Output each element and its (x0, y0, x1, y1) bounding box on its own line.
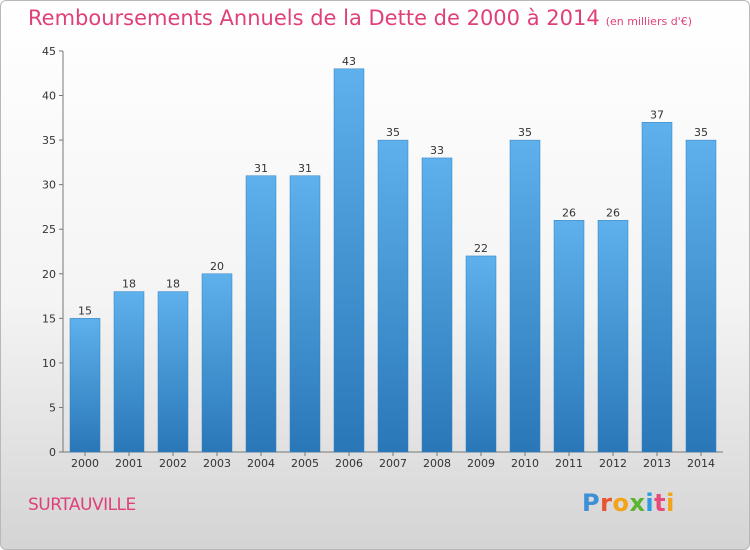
data-label: 31 (254, 162, 268, 175)
bar (245, 175, 277, 453)
data-label: 35 (518, 126, 532, 139)
x-tick-label: 2010 (511, 457, 539, 470)
x-tick-label: 2011 (555, 457, 583, 470)
bar (509, 139, 541, 453)
bar (201, 273, 233, 453)
logo-letter: o (612, 489, 630, 517)
commune-name: SURTAUVILLE (28, 495, 136, 515)
x-tick-label: 2008 (423, 457, 451, 470)
logo-letter: x (629, 489, 646, 517)
logo-letter: i (666, 489, 675, 517)
data-label: 35 (386, 126, 400, 139)
data-label: 33 (430, 144, 444, 157)
data-label: 22 (474, 242, 488, 255)
x-tick-label: 2013 (643, 457, 671, 470)
logo-letter: P (582, 489, 601, 517)
bar (157, 291, 189, 453)
chart-title-text: Remboursements Annuels de la Dette de 20… (28, 6, 600, 30)
chart-title: Remboursements Annuels de la Dette de 20… (28, 6, 692, 30)
data-label: 35 (694, 126, 708, 139)
bar (641, 122, 673, 453)
bar (333, 68, 365, 453)
bar (113, 291, 145, 453)
x-tick-label: 2002 (159, 457, 187, 470)
data-label: 26 (562, 206, 576, 219)
y-tick-label: 10 (42, 357, 56, 370)
bar (69, 318, 101, 453)
data-label: 18 (122, 278, 136, 291)
data-label: 18 (166, 278, 180, 291)
bar (421, 157, 453, 453)
data-label: 31 (298, 162, 312, 175)
bar (685, 139, 717, 453)
x-tick-label: 2005 (291, 457, 319, 470)
data-label: 26 (606, 206, 620, 219)
bar (377, 139, 409, 453)
x-tick-label: 2009 (467, 457, 495, 470)
bar (597, 220, 629, 453)
bar (553, 220, 585, 453)
y-tick-label: 5 (49, 401, 56, 414)
x-tick-label: 2003 (203, 457, 231, 470)
y-tick-label: 30 (42, 179, 56, 192)
y-tick-label: 35 (42, 134, 56, 147)
x-tick-label: 2001 (115, 457, 143, 470)
logo-letter: t (654, 489, 667, 517)
logo-letter: r (600, 489, 613, 517)
chart-unit: (en milliers d'€) (605, 15, 692, 28)
bar (465, 255, 497, 453)
bar (289, 175, 321, 453)
x-tick-label: 2004 (247, 457, 275, 470)
logo-letter: i (645, 489, 655, 517)
data-label: 15 (78, 304, 92, 317)
y-tick-label: 0 (49, 446, 56, 459)
data-label: 20 (210, 260, 224, 273)
y-tick-label: 45 (42, 45, 56, 58)
x-tick-label: 2012 (599, 457, 627, 470)
y-tick-label: 40 (42, 90, 56, 103)
x-tick-label: 2000 (71, 457, 99, 470)
data-label: 43 (342, 55, 356, 68)
y-tick-label: 20 (42, 268, 56, 281)
x-tick-label: 2014 (687, 457, 715, 470)
y-tick-label: 25 (42, 223, 56, 236)
y-tick-label: 15 (42, 312, 56, 325)
x-tick-label: 2006 (335, 457, 363, 470)
data-label: 37 (650, 108, 664, 121)
proxiti-logo[interactable]: Proxiti (582, 489, 675, 517)
x-tick-label: 2007 (379, 457, 407, 470)
